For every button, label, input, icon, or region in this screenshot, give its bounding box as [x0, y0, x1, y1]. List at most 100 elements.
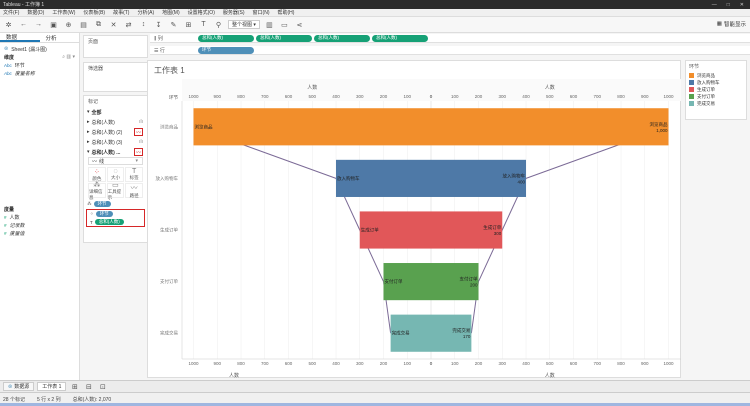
label-button-label: 标签 — [129, 175, 139, 180]
highlight-icon[interactable]: ✎ — [170, 21, 177, 29]
tick-label-left-top: 700 — [261, 94, 269, 99]
tab-sheet-1[interactable]: 工作表 1 — [37, 382, 67, 391]
tab-datasource[interactable]: ⊜ 数据源 — [3, 382, 35, 391]
columns-pill-4[interactable]: 总和(人数) — [372, 34, 428, 42]
menu-server[interactable]: 服务器(S) — [222, 10, 245, 16]
rows-shelf[interactable]: ☰ 行 环节 — [150, 46, 750, 55]
minimize-icon[interactable]: — — [711, 1, 717, 8]
tab-analysis[interactable]: 分析 — [45, 35, 57, 42]
columns-shelf[interactable]: ⫼ 列 总和(人数) 总和(人数) 总和(人数) 总和(人数) — [150, 34, 750, 43]
detail-button[interactable]: ⁂ 详细信息 — [88, 182, 106, 200]
menu-map[interactable]: 地图(M) — [162, 10, 180, 16]
undo-icon[interactable]: ← — [20, 21, 27, 28]
menu-worksheet[interactable]: 工作表(W) — [52, 10, 76, 16]
mark-pill-row-1[interactable]: ⁂ 环节 — [84, 200, 147, 208]
detail-button-label: 详细信息 — [89, 188, 103, 200]
color-legend[interactable]: 环节 浏览商品 放入购物车 生成订单 支付订单 完成交易 — [685, 60, 747, 120]
legend-item[interactable]: 完成交易 — [686, 100, 746, 107]
menu-data[interactable]: 数据(D) — [27, 10, 45, 16]
new-story-icon[interactable]: ⊡ — [99, 383, 106, 391]
pages-card[interactable]: 页面 — [83, 35, 148, 58]
marks-row-3[interactable]: ▸ 总和(人数) (3) ılı — [87, 139, 143, 146]
bar-label-left: 放入购物车 — [337, 175, 360, 182]
marks-row-2[interactable]: ▸ 总和(人数) (2) 〰 — [87, 128, 143, 136]
legend-item[interactable]: 支付订单 — [686, 93, 746, 100]
dimension-pill[interactable]: 环节 — [95, 211, 113, 217]
marks-row-1[interactable]: ▸ 总和(人数) ılı — [87, 119, 143, 126]
mark-type-select[interactable]: 〰 线 ▾ — [88, 157, 143, 165]
presentation-icon[interactable]: ▭ — [281, 21, 288, 29]
field-measure-3[interactable]: # 度量值 — [0, 229, 79, 237]
share-icon[interactable]: ⋖ — [296, 21, 303, 29]
show-me-button[interactable]: ▦ 智能显示 — [717, 20, 746, 28]
marks-row-4[interactable]: ▾ 总和(人数) ... 〰 — [87, 148, 143, 156]
menu-file[interactable]: 文件(F) — [3, 10, 20, 16]
measure-pill[interactable]: 总和(人数) — [94, 219, 124, 225]
color-button[interactable]: ⁘ 颜色 — [88, 167, 106, 182]
legend-title: 环节 — [689, 64, 700, 70]
menu-story[interactable]: 故事(T) — [113, 10, 130, 16]
dimension-pill[interactable]: 环节 — [93, 201, 111, 207]
search-icon[interactable]: ⌕ ▥ ▾ — [62, 54, 75, 60]
menu-help[interactable]: 帮助(H) — [277, 10, 295, 16]
menu-analysis[interactable]: 分析(A) — [137, 10, 155, 16]
columns-pill-3[interactable]: 总和(人数) — [314, 34, 370, 42]
field-measure-1[interactable]: # 人数 — [0, 213, 79, 221]
view-select[interactable]: 整个视图 ▾ — [228, 20, 260, 29]
path-button[interactable]: 〰路径 — [125, 183, 143, 198]
funnel-bar — [359, 211, 503, 249]
marks-row-all[interactable]: ▾ 全部 — [87, 109, 102, 116]
columns-icon: ⫼ — [154, 35, 157, 42]
tick-label-right-bottom: 100 — [451, 361, 459, 366]
save-icon[interactable]: ▣ — [50, 21, 57, 29]
legend-item[interactable]: 生成订单 — [686, 86, 746, 93]
legend-item[interactable]: 放入购物车 — [686, 79, 746, 86]
size-button[interactable]: ◌ 大小 — [106, 167, 125, 182]
menu-window[interactable]: 窗口(N) — [252, 10, 270, 16]
bar-value-label: 200 — [470, 283, 478, 288]
status-marks: 28 个标记 — [3, 397, 25, 403]
columns-pill-2[interactable]: 总和(人数) — [256, 34, 312, 42]
tooltip-button[interactable]: ▭ 工具提示 — [106, 182, 125, 200]
rows-shelf-label: ☰ 行 — [150, 47, 198, 54]
rows-pill-1[interactable]: 环节 — [198, 46, 254, 54]
label-button[interactable]: T 标签 — [125, 167, 143, 182]
field-label: 度量名称 — [14, 70, 35, 77]
datasource-item[interactable]: ⊜ Sheet1 (漏斗图) — [0, 45, 79, 53]
clear-icon[interactable]: ✕ — [110, 21, 117, 29]
close-icon[interactable]: ✕ — [739, 1, 744, 8]
label-icon[interactable]: T — [201, 21, 206, 28]
menu-format[interactable]: 设置格式(O) — [187, 10, 215, 16]
bar-label-right: 放入购物车 — [503, 172, 526, 179]
highlighted-pill-group: ⁘ 环节 T 总和(人数) — [86, 209, 145, 227]
field-dimension-1[interactable]: Abc 环节 — [0, 61, 79, 69]
field-measure-2[interactable]: # 记录数 — [0, 221, 79, 229]
pin-icon[interactable]: ⚲ — [215, 21, 222, 29]
new-datasource-icon[interactable]: ⊕ — [65, 21, 72, 29]
redo-icon[interactable]: → — [35, 21, 42, 28]
legend-item[interactable]: 浏览商品 — [686, 72, 746, 79]
mark-pill-row-3[interactable]: T 总和(人数) — [87, 218, 144, 226]
group-icon[interactable]: ⊞ — [185, 21, 192, 29]
sort-asc-icon[interactable]: ↕ — [141, 21, 146, 28]
new-dashboard-icon[interactable]: ⊟ — [85, 383, 92, 391]
maximize-icon[interactable]: □ — [726, 1, 730, 8]
field-label: 人数 — [9, 214, 20, 221]
filters-card[interactable]: 筛选器 — [83, 62, 148, 92]
cards-icon[interactable]: ▥ — [266, 21, 273, 29]
sort-desc-icon[interactable]: ↧ — [155, 21, 162, 29]
mark-pill-row-2[interactable]: ⁘ 环节 — [87, 210, 144, 218]
swap-icon[interactable]: ⇄ — [125, 21, 132, 29]
field-dimension-2[interactable]: Abc 度量名称 — [0, 69, 79, 77]
duplicate-icon[interactable]: ⧉ — [96, 20, 101, 28]
path-button-label: 路径 — [129, 192, 139, 198]
bar-label-left: 浏览商品 — [195, 123, 213, 130]
menu-dashboard[interactable]: 仪表板(B) — [83, 10, 106, 16]
datasource-icon: ⊜ — [4, 46, 9, 52]
tableau-logo-icon[interactable]: ✲ — [5, 21, 12, 29]
new-sheet-icon[interactable]: ▤ — [80, 21, 87, 29]
new-worksheet-icon[interactable]: ⊞ — [71, 383, 78, 391]
columns-pill-1[interactable]: 总和(人数) — [198, 34, 254, 42]
tab-data[interactable]: 数据 — [0, 33, 40, 42]
